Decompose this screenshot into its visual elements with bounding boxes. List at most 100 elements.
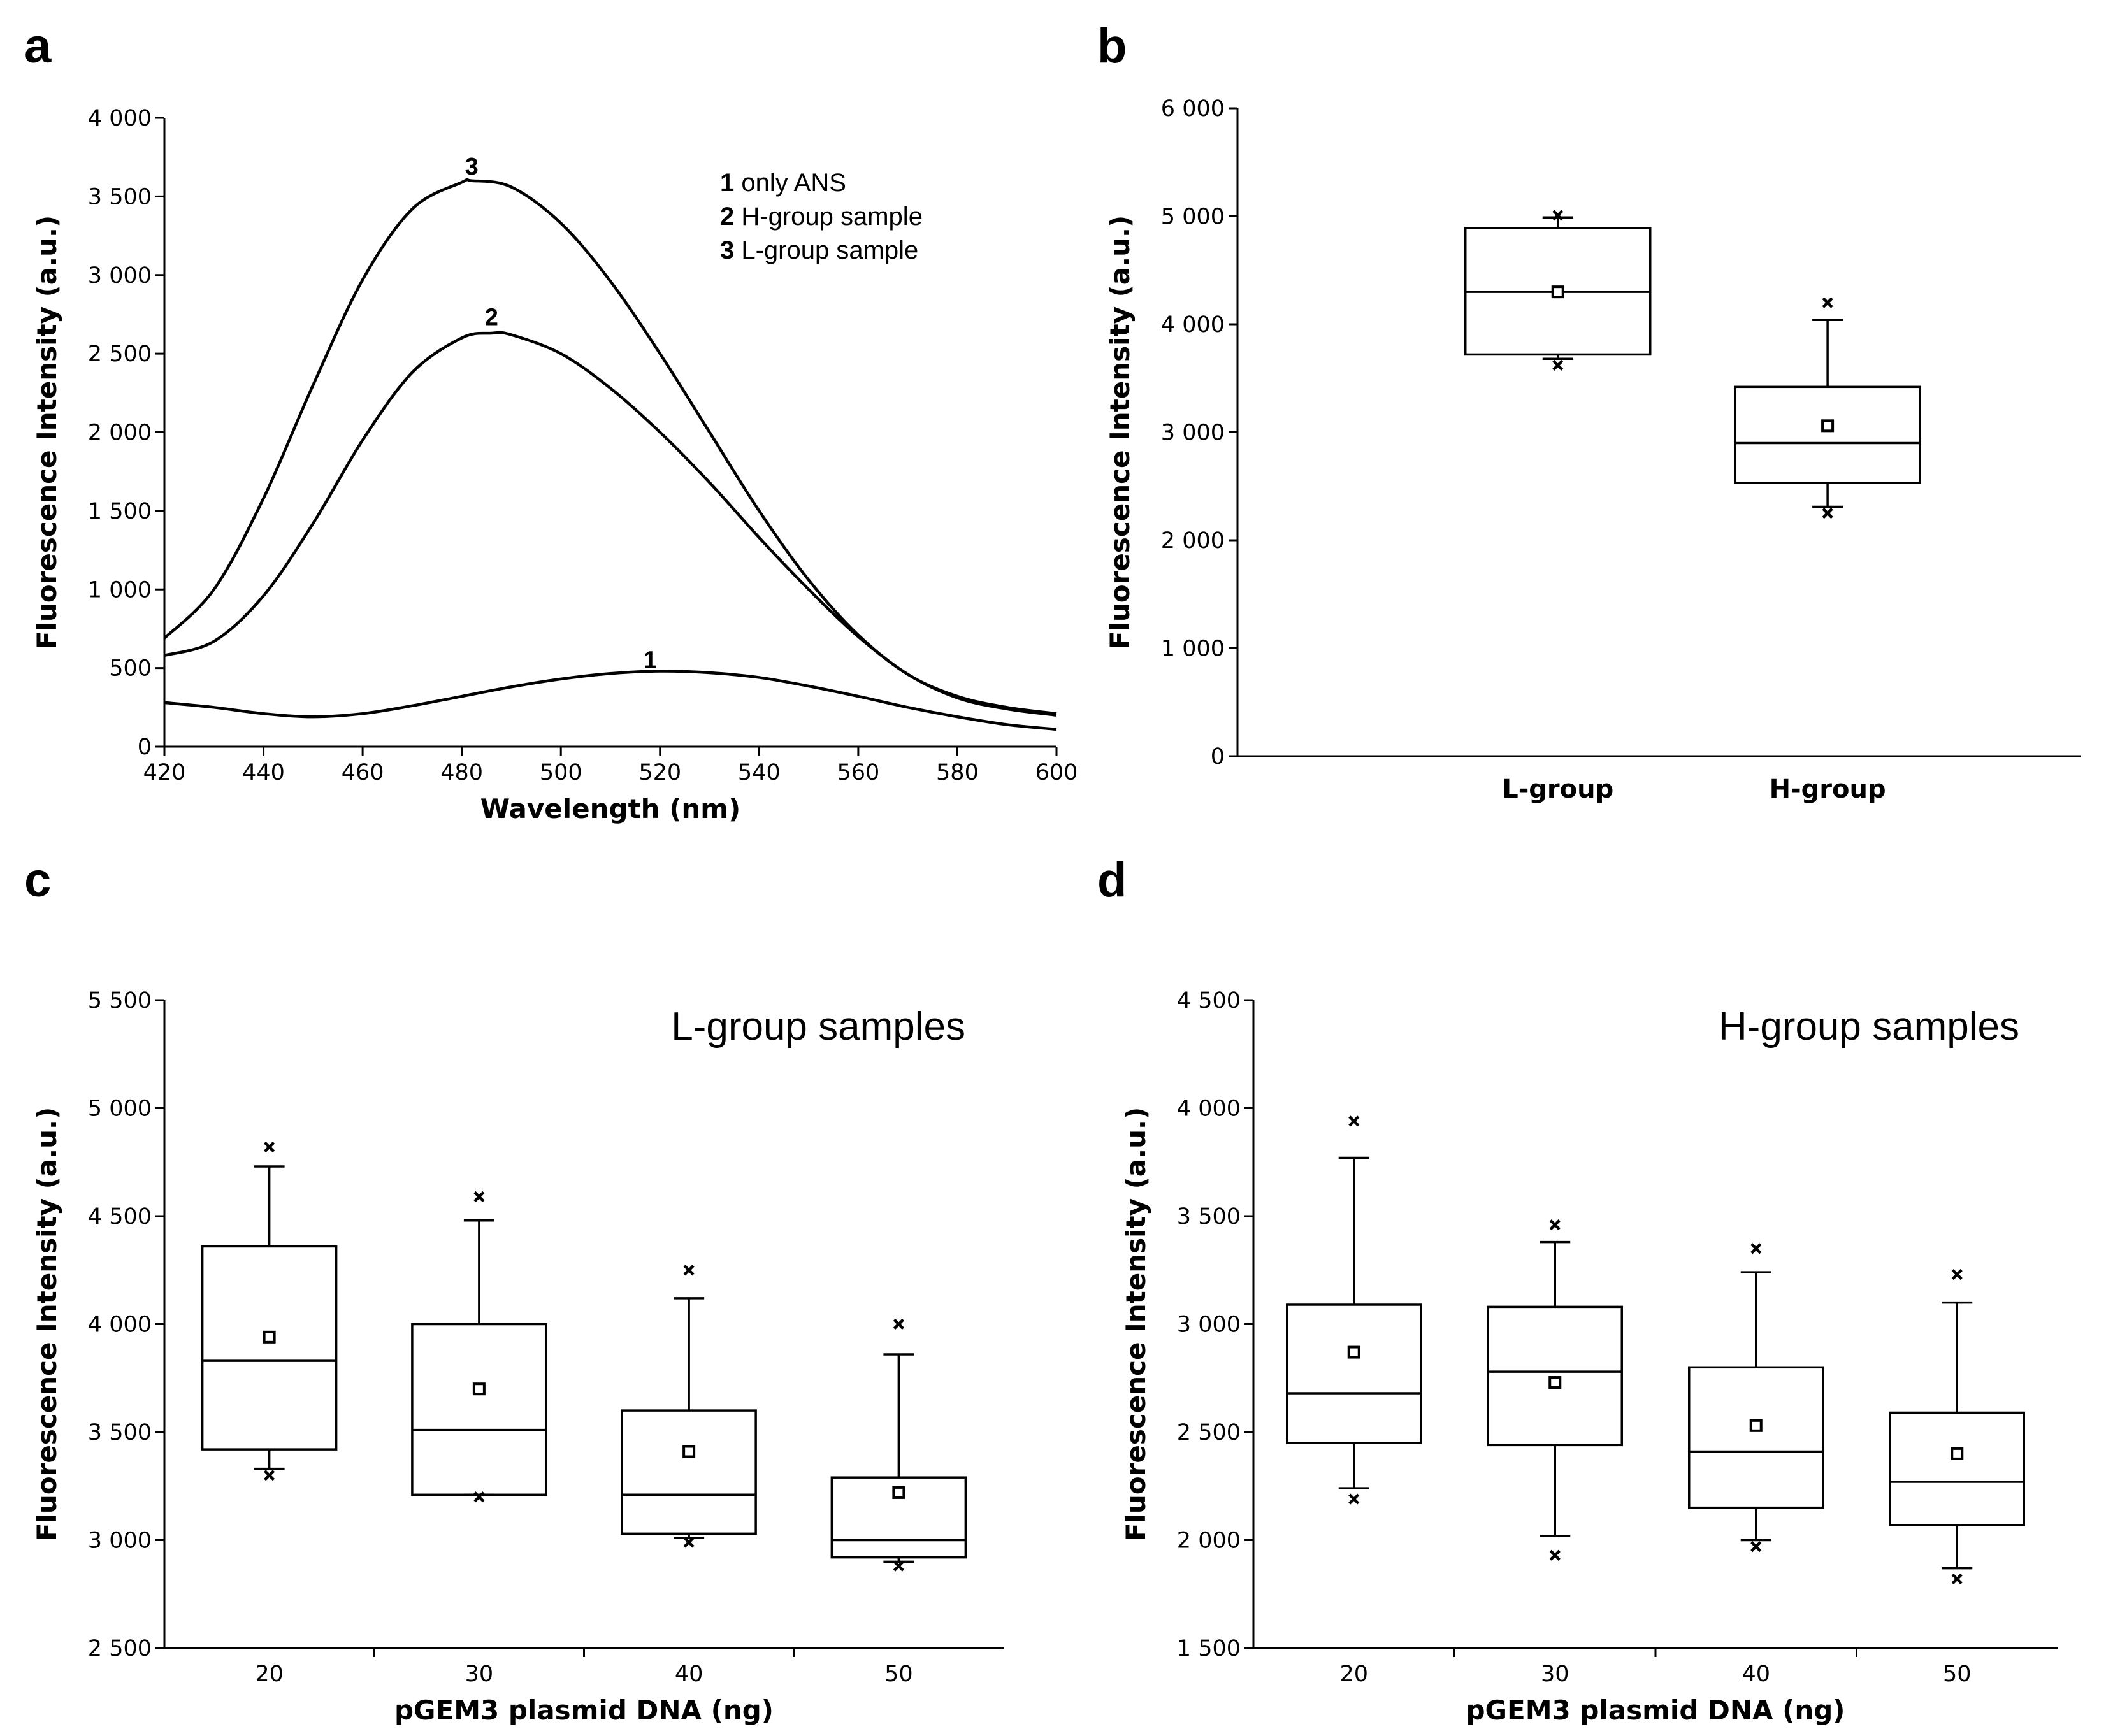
y-tick-label: 2 000 — [1177, 1528, 1241, 1554]
box-group-30 — [411, 1191, 547, 1503]
legend-entry: 2 H-group sample — [720, 203, 923, 231]
y-tick-label: 3 000 — [88, 1528, 152, 1554]
legend-entry: 1 only ANS — [720, 169, 846, 197]
mean-marker — [1821, 419, 1835, 433]
box-iqr — [1487, 1305, 1623, 1447]
outlier-marker — [264, 1141, 275, 1153]
outlier-marker — [1348, 1115, 1360, 1127]
x-tick-label: 540 — [738, 760, 781, 786]
x-tick-label: 520 — [638, 760, 681, 786]
series-line-2 — [164, 331, 1057, 717]
outlier-marker — [1552, 359, 1564, 371]
box-group-L-group — [1464, 210, 1652, 371]
outlier-marker — [893, 1318, 904, 1330]
outlier-marker — [1822, 508, 1833, 519]
outlier-marker — [264, 1470, 275, 1481]
x-axis-title: Wavelength (nm) — [480, 793, 741, 824]
outlier-marker — [473, 1491, 485, 1503]
chart-panel-c: 2 500 3 000 3 500 4 000 4 500 5 000 5 500 Fluor… — [31, 988, 1004, 1726]
y-axis-title: Fluorescence Intensity (a.u.) — [31, 215, 62, 649]
y-tick-label: 0 — [1211, 744, 1225, 770]
outlier-marker — [893, 1560, 904, 1572]
y-tick-label: 5 000 — [88, 1096, 152, 1122]
mean-marker — [892, 1486, 905, 1499]
x-category-label: 50 — [1943, 1661, 1972, 1687]
x-category-label: 30 — [465, 1661, 494, 1687]
box-iqr — [1688, 1366, 1824, 1509]
x-category-label: 40 — [1742, 1661, 1770, 1687]
chart-panel-b: 0 1 000 2 000 3 000 4 000 5 000 6 000 Fluoresce… — [1104, 96, 2081, 804]
outlier-marker — [1951, 1573, 1963, 1585]
legend-entry-text: only ANS — [734, 169, 846, 197]
x-category-label: L-group — [1502, 775, 1613, 804]
y-axis-title: Fluorescence Intensity (a.u.) — [1104, 215, 1136, 649]
series-line-1 — [164, 670, 1057, 731]
y-tick-label: 2 500 — [88, 341, 152, 367]
x-axis-title: pGEM3 plasmid DNA (ng) — [1466, 1695, 1845, 1726]
panel-title: L-group samples — [671, 1005, 965, 1049]
box-group-50 — [830, 1318, 967, 1572]
x-category-label: 20 — [255, 1661, 284, 1687]
outlier-marker — [683, 1537, 695, 1548]
legend-entry-number: 3 — [720, 236, 734, 264]
legend-entry-number: 2 — [720, 203, 734, 231]
y-tick-label: 5 500 — [88, 988, 152, 1014]
y-tick-label: 5 000 — [1161, 204, 1225, 230]
y-tick-label: 3 000 — [1161, 420, 1225, 446]
panel-letter-d: d — [1097, 853, 1127, 907]
mean-marker — [1551, 285, 1564, 299]
box-iqr — [411, 1323, 547, 1496]
y-tick-label: 3 500 — [1177, 1204, 1241, 1230]
x-tick-label: 500 — [540, 760, 582, 786]
y-tick-label: 4 000 — [1161, 312, 1225, 338]
y-tick-label: 1 000 — [1161, 636, 1225, 662]
box-group-40 — [1688, 1243, 1824, 1553]
legend-entry-text: H-group sample — [734, 203, 923, 231]
mean-marker — [1951, 1447, 1964, 1460]
legend-entry-number: 1 — [720, 169, 734, 197]
x-category-label: 40 — [675, 1661, 703, 1687]
series-line-3 — [163, 178, 1057, 715]
y-tick-label: 6 000 — [1161, 96, 1225, 122]
outlier-marker — [683, 1265, 695, 1276]
x-tick-label: 440 — [242, 760, 285, 786]
y-tick-label: 4 500 — [88, 1204, 152, 1230]
y-axis-title: Fluorescence Intensity (a.u.) — [31, 1107, 62, 1541]
x-category-label: 30 — [1541, 1661, 1569, 1687]
mean-marker — [1749, 1419, 1763, 1432]
x-category-label: 20 — [1339, 1661, 1368, 1687]
mean-marker — [1548, 1376, 1562, 1389]
outlier-marker — [473, 1191, 485, 1203]
box-iqr — [1286, 1303, 1422, 1444]
box-group-H-group — [1734, 297, 1921, 519]
y-tick-label: 4 000 — [1177, 1096, 1241, 1122]
outlier-marker — [1552, 210, 1564, 221]
y-tick-label: 3 500 — [88, 184, 152, 210]
box-iqr — [621, 1409, 757, 1535]
x-tick-label: 580 — [936, 760, 979, 786]
outlier-marker — [1549, 1219, 1561, 1231]
x-tick-label: 600 — [1035, 760, 1078, 786]
box-group-40 — [621, 1265, 757, 1548]
box-group-50 — [1889, 1268, 2025, 1585]
x-tick-label: 480 — [440, 760, 483, 786]
mean-marker — [472, 1382, 486, 1396]
y-tick-label: 4 000 — [88, 106, 152, 131]
chart-panel-d: 1 500 2 000 2 500 3 000 3 500 4 000 4 500 Fluor… — [1120, 988, 2058, 1726]
box-iqr — [1734, 385, 1921, 484]
x-tick-label: 420 — [143, 760, 186, 786]
outlier-marker — [1750, 1541, 1762, 1553]
y-tick-label: 2 000 — [88, 420, 152, 446]
y-tick-label: 2 500 — [1177, 1420, 1241, 1445]
panel-letter-c: c — [24, 853, 51, 907]
mean-marker — [263, 1330, 276, 1344]
legend-entry-text: L-group sample — [734, 236, 918, 264]
y-tick-label: 1 500 — [1177, 1636, 1241, 1661]
x-tick-label: 460 — [342, 760, 384, 786]
x-category-label: 50 — [884, 1661, 913, 1687]
x-tick-label: 560 — [837, 760, 879, 786]
box-group-20 — [201, 1141, 338, 1481]
y-tick-label: 4 500 — [1177, 988, 1241, 1014]
